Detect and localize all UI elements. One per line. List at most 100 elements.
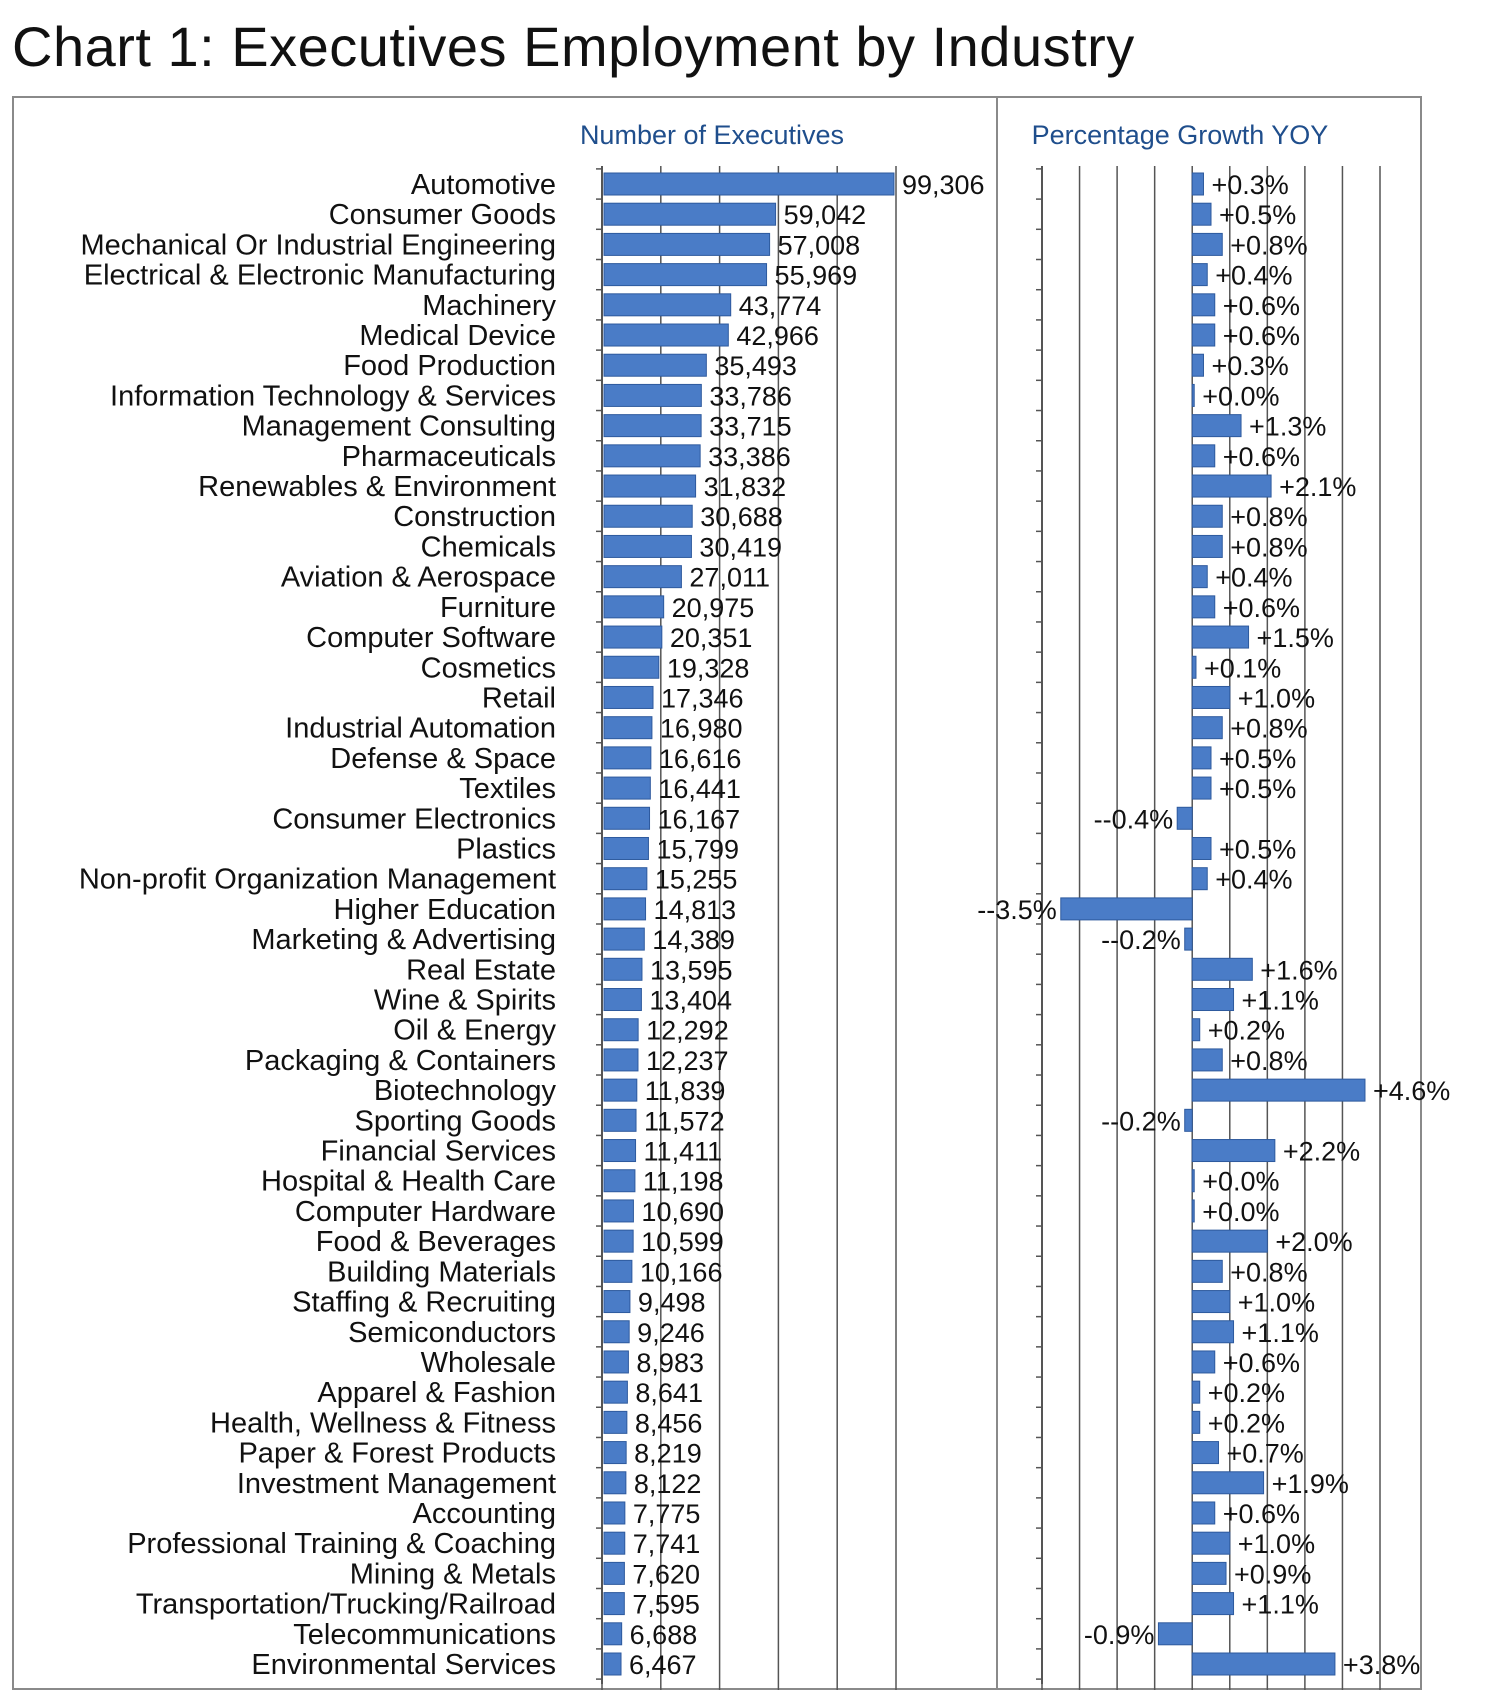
- executives-value-label: 12,292: [646, 1016, 729, 1046]
- executives-bar: [603, 353, 707, 377]
- executives-bar: [603, 1501, 626, 1525]
- executives-bar: [603, 293, 732, 317]
- growth-value-label: +0.4%: [1215, 563, 1292, 593]
- executives-value-label: 30,688: [700, 502, 783, 532]
- category-label: Investment Management: [237, 1468, 556, 1500]
- growth-value-label: +0.8%: [1230, 502, 1307, 532]
- growth-bar: [1191, 836, 1212, 860]
- growth-bars: [1060, 172, 1366, 1676]
- growth-bar: [1184, 1108, 1193, 1132]
- executives-value-label: 10,599: [641, 1227, 724, 1257]
- growth-value-label: +0.2%: [1208, 1408, 1285, 1438]
- category-label: Environmental Services: [251, 1649, 556, 1681]
- category-label: Health, Wellness & Fitness: [210, 1407, 556, 1439]
- executives-bar: [603, 806, 651, 830]
- growth-value-label: +1.0%: [1238, 1529, 1315, 1559]
- executives-value-label: 55,969: [775, 261, 858, 291]
- growth-bar: [1191, 474, 1272, 498]
- executives-bar: [603, 1078, 638, 1102]
- growth-value-label: +0.5%: [1219, 774, 1296, 804]
- executives-bar: [603, 1350, 629, 1374]
- category-label: Computer Software: [306, 622, 556, 654]
- growth-bar: [1191, 685, 1231, 709]
- executives-value-label: 33,715: [709, 412, 792, 442]
- category-label: Textiles: [459, 773, 556, 805]
- category-label: Wholesale: [421, 1347, 556, 1379]
- growth-value-label: +1.6%: [1260, 955, 1337, 985]
- growth-value-label: +0.8%: [1230, 714, 1307, 744]
- category-label: Hospital & Health Care: [261, 1166, 556, 1198]
- executives-bar: [603, 655, 660, 679]
- growth-value-label: +0.0%: [1202, 1197, 1279, 1227]
- executives-bar: [603, 263, 768, 287]
- executives-bar: [603, 685, 654, 709]
- category-label: Consumer Electronics: [272, 803, 556, 835]
- growth-bar: [1191, 1350, 1216, 1374]
- growth-value-label: +0.3%: [1211, 170, 1288, 200]
- category-label: Furniture: [440, 592, 556, 624]
- executives-bar: [603, 1259, 633, 1283]
- category-label: Mechanical Or Industrial Engineering: [80, 229, 556, 261]
- executives-value-label: 16,167: [658, 804, 741, 834]
- growth-bar: [1191, 988, 1235, 1012]
- executives-value-label: 11,198: [643, 1167, 724, 1197]
- category-label: Retail: [482, 682, 556, 714]
- growth-bar: [1191, 1561, 1227, 1585]
- executives-bar: [603, 1380, 628, 1404]
- executives-bar: [603, 988, 642, 1012]
- executives-value-label: 43,774: [739, 291, 822, 321]
- growth-bar: [1191, 1199, 1195, 1223]
- growth-bar: [1191, 1592, 1235, 1616]
- executives-bar: [603, 383, 702, 407]
- growth-bar: [1176, 806, 1193, 830]
- growth-bar: [1191, 414, 1242, 438]
- category-label: Machinery: [422, 290, 556, 322]
- growth-value-label: +0.2%: [1208, 1378, 1285, 1408]
- category-label: Pharmaceuticals: [342, 441, 556, 473]
- growth-bar: [1191, 746, 1212, 770]
- growth-bar: [1191, 655, 1197, 679]
- growth-bar: [1191, 444, 1216, 468]
- executives-value-label: 8,122: [634, 1469, 702, 1499]
- growth-value-label: +3.8%: [1343, 1650, 1420, 1680]
- executives-bar: [603, 1410, 628, 1434]
- growth-bar: [1060, 897, 1193, 921]
- growth-bar: [1191, 353, 1204, 377]
- executives-bar: [603, 474, 697, 498]
- growth-value-label: -0.9%: [1084, 1620, 1155, 1650]
- category-label: Building Materials: [327, 1256, 556, 1288]
- chart-frame: [12, 96, 1422, 1690]
- growth-bar: [1191, 293, 1216, 317]
- growth-value-label: +0.1%: [1204, 653, 1281, 683]
- growth-value-label: --0.2%: [1101, 925, 1181, 955]
- executives-value-label: 13,595: [650, 955, 733, 985]
- growth-bar: [1191, 263, 1208, 287]
- executives-bar: [603, 927, 645, 951]
- growth-value-labels: +0.3%+0.5%+0.8%+0.4%+0.6%+0.6%+0.3%+0.0%…: [977, 170, 1450, 1680]
- growth-value-label: +0.6%: [1223, 593, 1300, 623]
- growth-value-label: +2.2%: [1283, 1137, 1360, 1167]
- growth-value-label: --0.2%: [1101, 1106, 1181, 1136]
- growth-bar: [1191, 202, 1212, 226]
- executives-value-label: 16,441: [658, 774, 741, 804]
- growth-value-label: +1.9%: [1272, 1469, 1349, 1499]
- executives-bar: [603, 414, 702, 438]
- category-label: Food & Beverages: [316, 1226, 556, 1258]
- executives-bar: [603, 1229, 634, 1253]
- category-label: Medical Device: [359, 320, 556, 352]
- executives-bar: [603, 534, 692, 558]
- growth-bar: [1191, 232, 1223, 256]
- executives-bar: [603, 232, 771, 256]
- growth-value-label: +0.6%: [1223, 442, 1300, 472]
- category-label: Staffing & Recruiting: [292, 1287, 556, 1319]
- executives-bar: [603, 1108, 637, 1132]
- executives-bar: [603, 1290, 631, 1314]
- executives-bar: [603, 746, 652, 770]
- executives-value-label: 20,351: [670, 623, 753, 653]
- category-label: Telecommunications: [293, 1619, 556, 1651]
- growth-bar: [1191, 776, 1212, 800]
- growth-value-label: +0.8%: [1230, 532, 1307, 562]
- executives-value-label: 99,306: [902, 170, 985, 200]
- growth-value-label: +0.5%: [1219, 744, 1296, 774]
- growth-bar: [1191, 1259, 1223, 1283]
